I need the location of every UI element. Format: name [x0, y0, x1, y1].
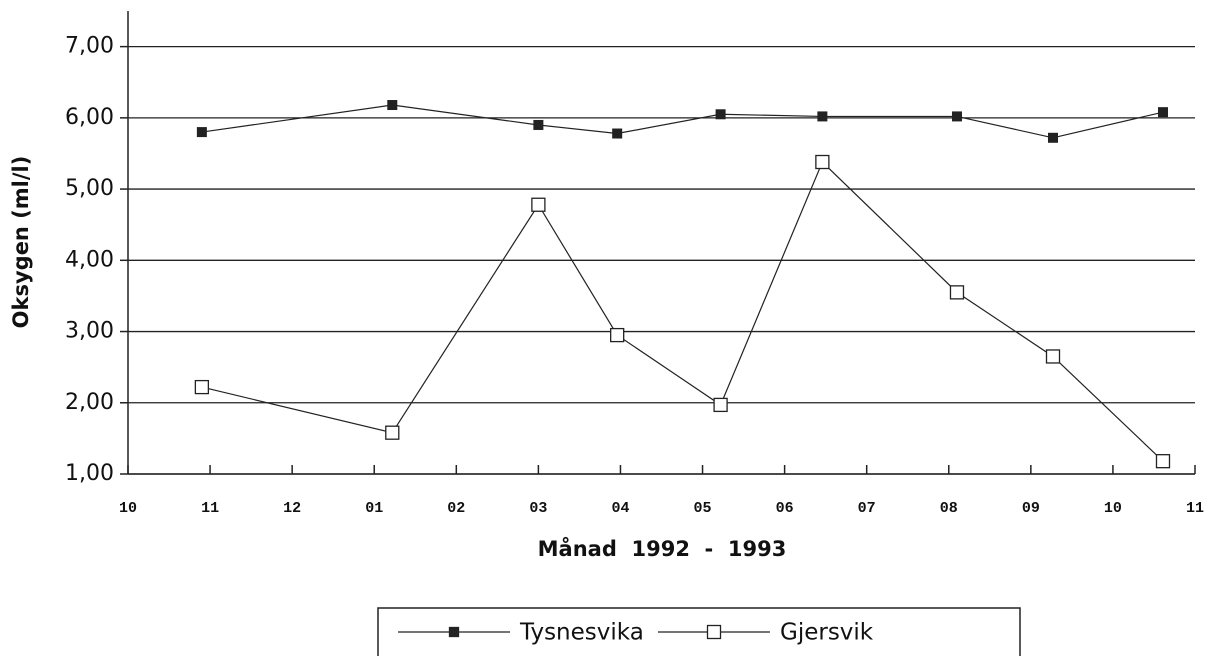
x-tick-label: 03 [529, 500, 547, 517]
y-tick-label: 5,00 [65, 176, 114, 201]
series-line [201, 104, 1164, 139]
y-axis-label: Oksygen (ml/l) [9, 156, 33, 329]
x-tick-label: 09 [1022, 500, 1040, 517]
x-tick-label: 08 [940, 500, 958, 517]
x-tick-label: 01 [365, 500, 383, 517]
legend-marker [448, 626, 460, 638]
marker [1157, 107, 1168, 118]
marker [1155, 454, 1171, 469]
marker [1048, 132, 1059, 143]
x-tick-label: 06 [776, 500, 794, 517]
marker [196, 127, 207, 138]
marker [713, 397, 728, 413]
marker [387, 100, 398, 111]
y-tick-label: 4,00 [65, 247, 114, 272]
legend-marker [706, 624, 722, 640]
marker [951, 111, 962, 122]
x-tick-label: 11 [201, 500, 219, 517]
y-tick-label: 6,00 [65, 105, 114, 130]
x-axis-label: Månad 1992 - 1993 [538, 536, 787, 561]
y-tick-label: 2,00 [65, 390, 114, 415]
marker [949, 285, 965, 300]
legend-label: Tysnesvika [519, 620, 644, 646]
legend-box [377, 607, 1021, 656]
y-tick-label: 1,00 [65, 461, 114, 486]
marker [815, 154, 830, 170]
marker [715, 109, 726, 120]
x-tick-label: 07 [858, 500, 876, 517]
y-tick-label: 7,00 [65, 34, 114, 59]
marker [1045, 349, 1061, 364]
x-tick-label: 05 [694, 500, 712, 517]
marker [610, 327, 625, 343]
marker [817, 111, 828, 122]
x-tick-label: 10 [1104, 500, 1122, 517]
x-tick-label: 10 [119, 500, 137, 517]
legend-label: Gjersvik [780, 620, 874, 646]
marker [531, 197, 546, 212]
marker [612, 128, 623, 139]
series-line [201, 160, 1164, 462]
marker [385, 425, 400, 440]
marker [533, 119, 544, 130]
marker [194, 379, 210, 395]
x-tick-label: 04 [611, 500, 629, 517]
x-tick-label: 02 [447, 500, 465, 517]
x-tick-label: 11 [1186, 500, 1204, 517]
x-tick-label: 12 [283, 500, 301, 517]
y-tick-label: 3,00 [65, 319, 114, 344]
